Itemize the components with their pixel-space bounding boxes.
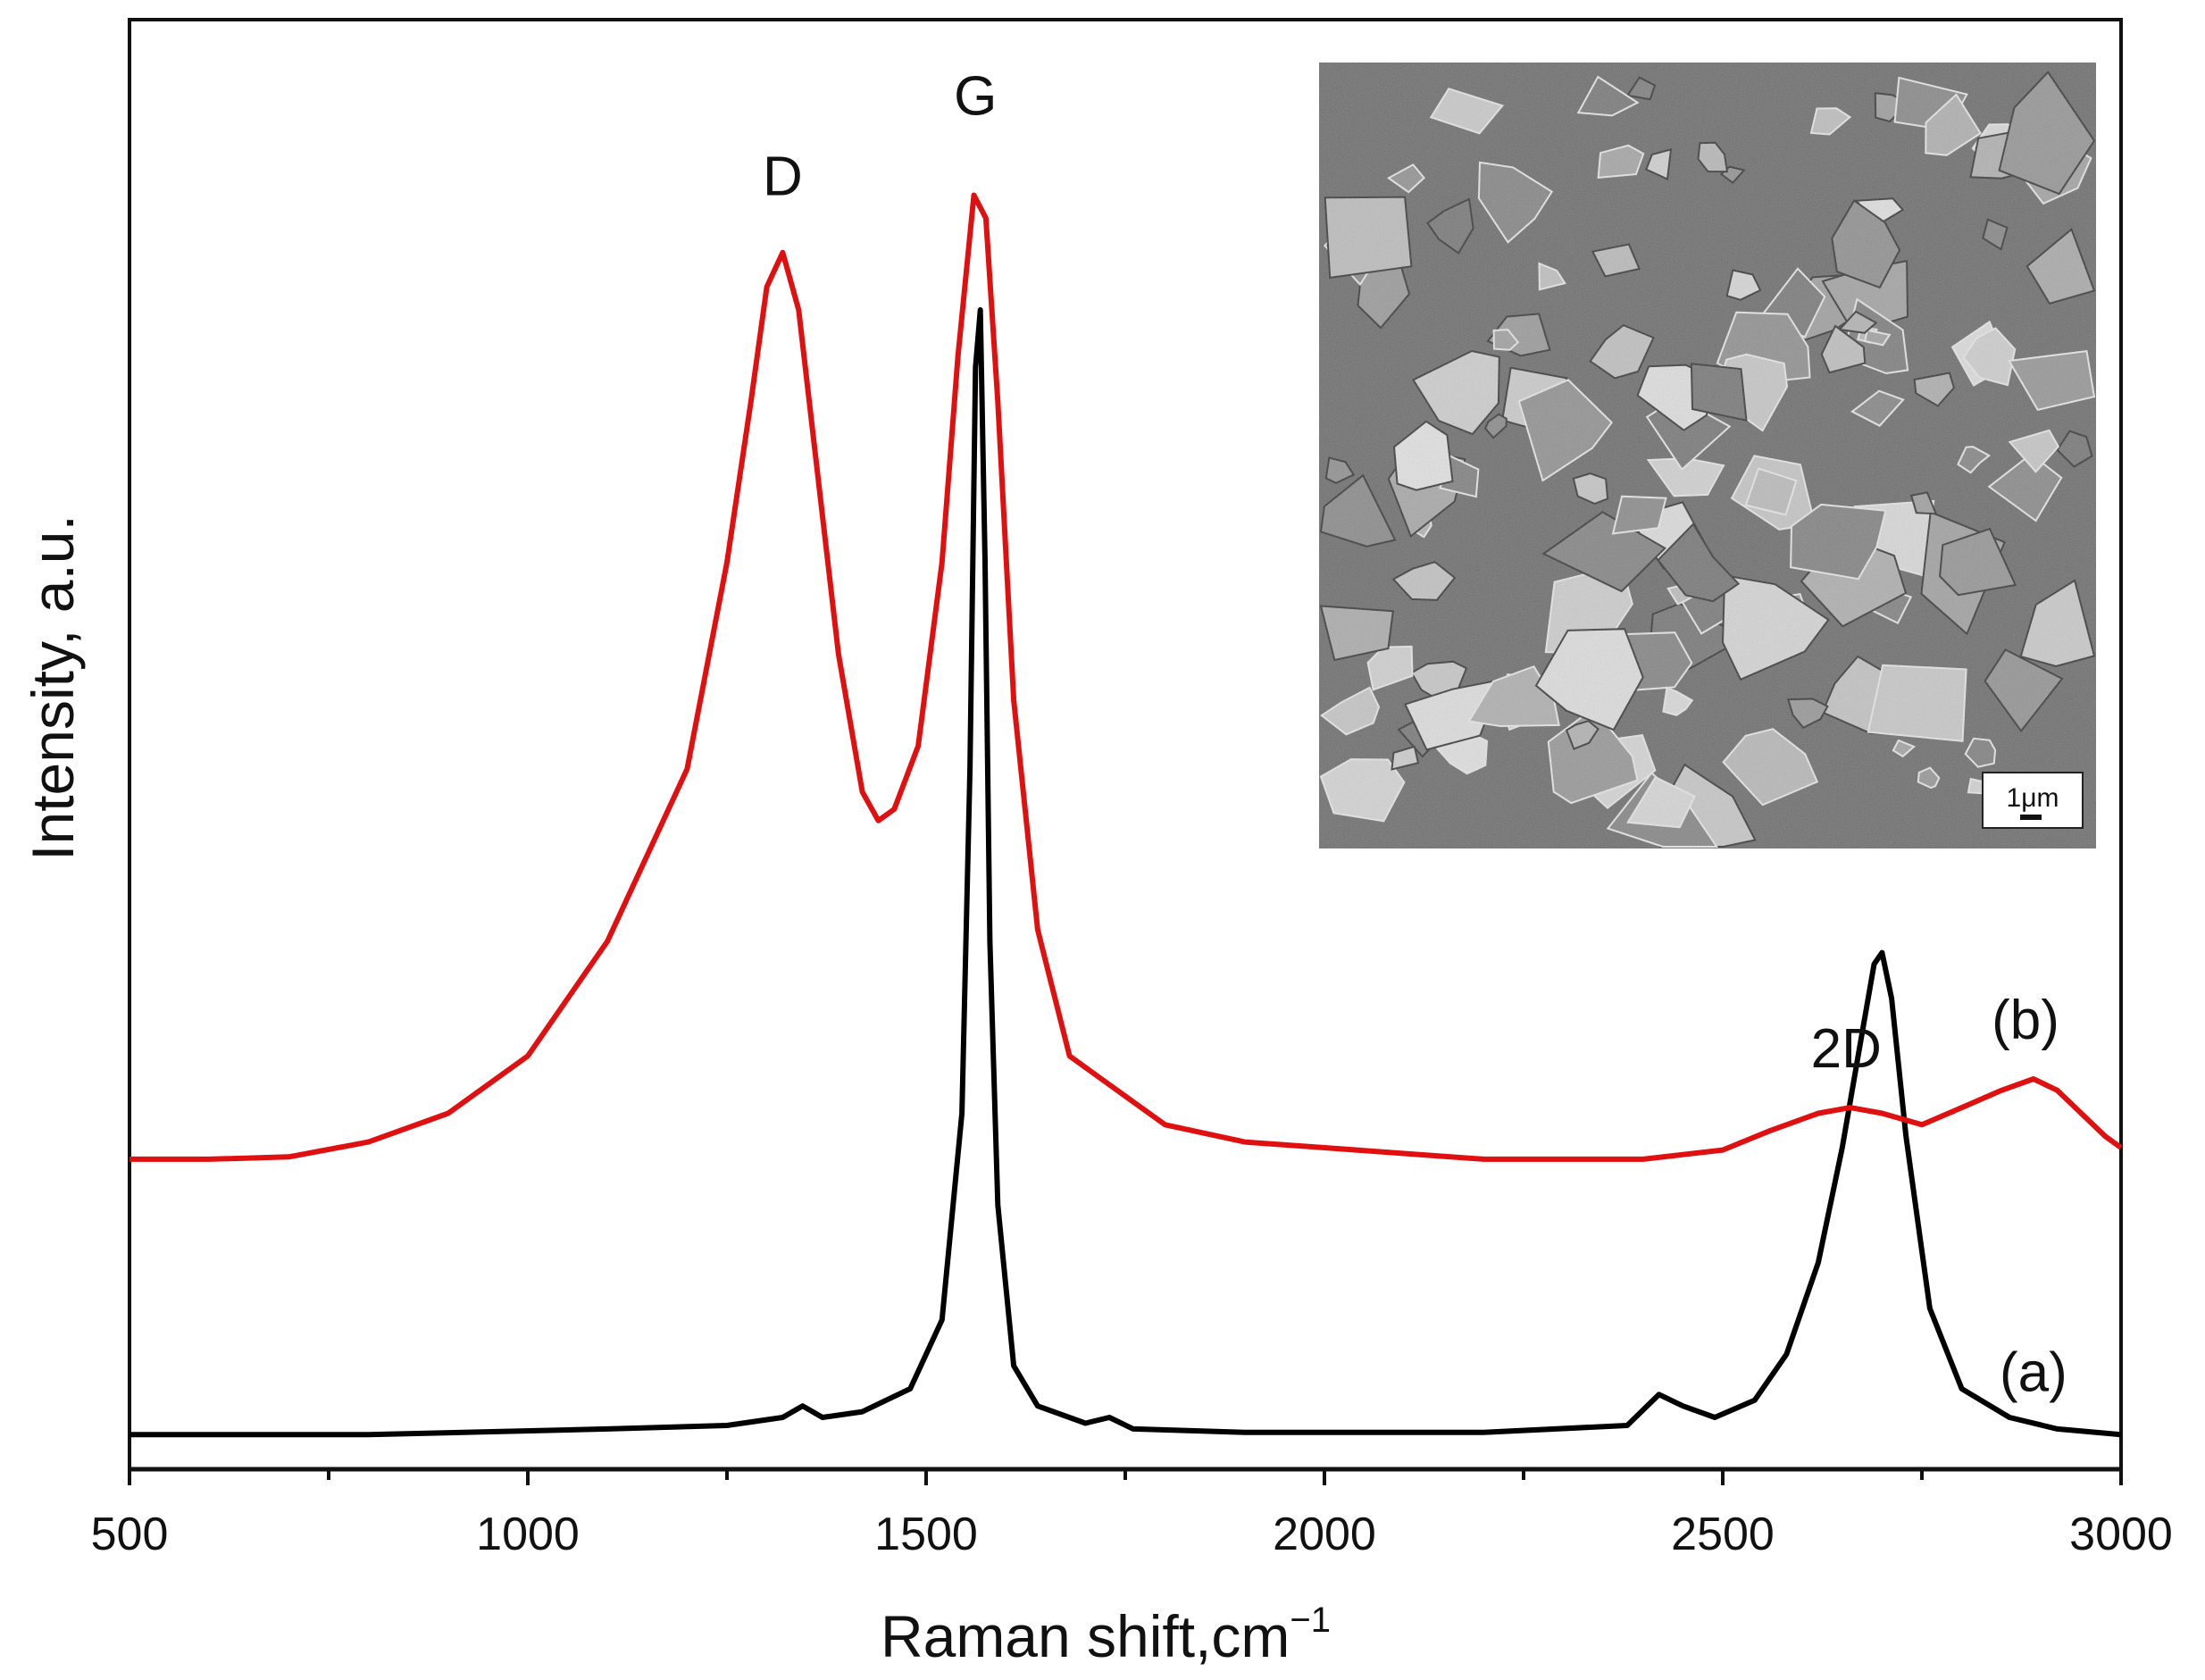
- series-group: [129, 192, 2123, 1438]
- y-axis-title: Intensity, a.u.: [20, 514, 86, 861]
- x-axis-title-superscript: −1: [1290, 1601, 1331, 1640]
- scale-bar: [2020, 815, 2042, 820]
- x-axis-title-text: Raman shift,cm: [881, 1603, 1290, 1669]
- scale-bar-label: 1μm: [2007, 783, 2059, 813]
- series-a-line: [129, 307, 2122, 1438]
- annotation-label: (a): [2000, 1341, 2067, 1403]
- annotation-label: D: [763, 146, 803, 208]
- annotation-label: (b): [1992, 990, 2059, 1051]
- x-tick-label: 1500: [874, 1509, 978, 1560]
- x-tick-label: 1000: [476, 1509, 580, 1560]
- x-ticks: [128, 1469, 2123, 1485]
- x-tick-label: 500: [91, 1509, 169, 1560]
- x-tick-labels: 500 1000 1500 2000 2500 3000: [91, 1509, 2173, 1560]
- annotation-label: G: [954, 66, 997, 128]
- sem-inset-texture: [1319, 63, 2096, 848]
- sem-inset: 1μm: [1319, 63, 2096, 848]
- annotation-group: D G 2D (b) (a): [763, 66, 2067, 1404]
- x-axis-title: Raman shift,cm−1: [881, 1601, 1331, 1669]
- x-tick-label: 3000: [2069, 1509, 2173, 1560]
- x-tick-label: 2500: [1671, 1509, 1775, 1560]
- annotation-label: 2D: [1811, 1018, 1882, 1080]
- series-b-line: [129, 192, 2123, 1162]
- x-tick-label: 2000: [1273, 1509, 1376, 1560]
